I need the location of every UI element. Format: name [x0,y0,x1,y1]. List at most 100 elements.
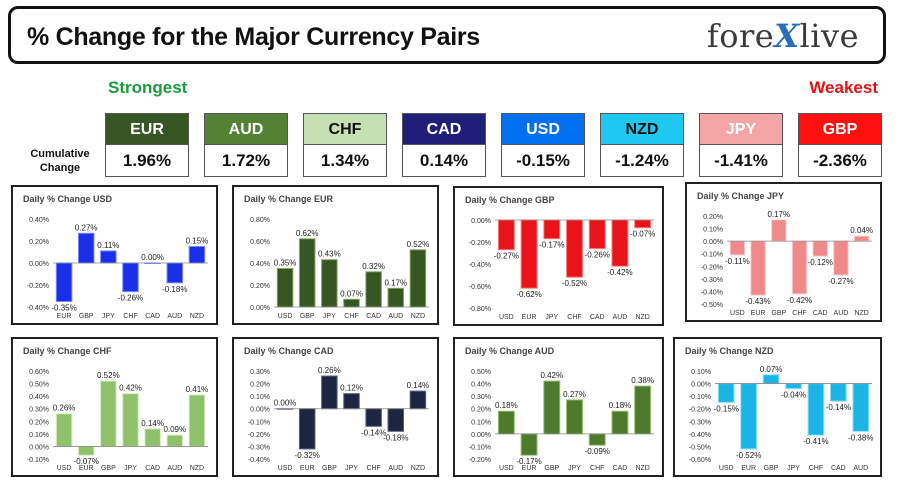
x-category-label: CAD [813,310,828,317]
y-tick-label: 0.30% [471,394,491,401]
strongest-label: Strongest [108,78,188,97]
bar-chart: Daily % Change JPY -0.50% -0.40% -0.30% -0.2… [697,191,873,317]
tile-chf: CHF 1.34% [303,113,387,177]
y-tick-label: -0.20% [701,264,723,271]
y-tick-label: 0.00% [703,239,723,246]
chart-panel-gbp: Daily % Change GBP -0.80% -0.60% -0.40% -0.2… [453,186,664,326]
x-category-label: CAD [831,465,846,472]
bar-eur [55,262,73,302]
data-label: -0.52% [736,451,761,460]
data-label: -0.17% [539,241,564,250]
bar-jpy [785,383,802,390]
bar-chf [791,240,808,295]
weakest-label: Weakest [809,78,878,97]
data-label: 0.15% [186,237,209,246]
x-category-label: AUD [167,465,182,472]
tile-currency: NZD [601,114,683,145]
bar-usd [717,383,735,403]
data-label: 0.12% [340,384,363,393]
data-label: 0.18% [495,401,518,410]
data-label: 0.00% [274,399,297,408]
logo-text-fore: fore [706,17,775,55]
y-tick-label: -0.40% [701,289,723,296]
x-category-label: CHF [590,465,604,472]
data-label: 0.42% [540,371,563,380]
y-tick-label: 0.40% [250,261,270,268]
data-label: -0.07% [74,457,99,466]
x-category-label: JPY [124,465,137,472]
bar-cad [588,219,606,250]
tile-jpy: JPY -1.41% [699,113,783,177]
data-label: 0.38% [631,376,654,385]
x-category-label: AUD [613,314,628,321]
y-tick-label: 0.60% [29,369,49,376]
y-tick-label: 0.00% [250,407,270,414]
logo-text-live: live [799,17,859,55]
y-tick-label: -0.20% [27,283,49,290]
data-label: -0.12% [808,258,833,267]
chart-title: Daily % Change AUD [465,346,555,356]
bar-usd [497,219,515,251]
data-label: 0.17% [384,278,407,287]
y-tick-label: 0.30% [250,369,270,376]
chart-panel-aud: Daily % Change AUD -0.20% -0.10% 0.00% 0.10%… [453,337,664,477]
x-category-label: CHF [123,313,137,320]
tile-cad: CAD 0.14% [402,113,486,177]
y-tick-label: 0.40% [29,217,49,224]
data-label: 0.09% [163,425,186,434]
tile-nzd: NZD -1.24% [600,113,684,177]
logo-x-mark: X [774,17,800,55]
tile-usd: USD -0.15% [501,113,585,177]
y-tick-label: -0.40% [689,432,711,439]
data-label: -0.18% [383,433,408,442]
data-label: 0.07% [340,289,363,298]
bar-nzd [409,249,427,308]
x-category-label: EUR [79,465,94,472]
x-category-label: NZD [635,465,649,472]
bar-eur [750,240,766,296]
header-box: % Change for the Major Currency Pairs fo… [8,6,886,64]
bar-usd [276,268,294,308]
data-label: 0.32% [362,262,385,271]
data-label: -0.43% [745,297,770,306]
bar-jpy [543,219,561,240]
x-category-label: GBP [79,313,94,320]
data-label: 0.41% [186,385,209,394]
data-label: 0.42% [119,384,142,393]
bar-chart: Daily % Change AUD -0.20% -0.10% 0.00% 0.10%… [465,346,654,472]
bar-gbp [771,219,787,242]
x-category-label: GBP [300,313,315,320]
data-label: -0.11% [725,257,750,266]
y-tick-label: 0.20% [29,419,49,426]
x-category-label: NZD [854,310,868,317]
bar-aud [833,240,849,276]
tile-currency: CAD [403,114,485,145]
y-tick-label: 0.20% [250,382,270,389]
tile-gbp: GBP -2.36% [798,113,882,177]
bar-jpy [343,393,360,410]
x-category-label: GBP [771,310,786,317]
y-tick-label: 0.30% [29,407,49,414]
bar-gbp [100,380,117,447]
bar-aud [166,434,184,447]
x-category-label: CAD [590,314,605,321]
x-category-label: JPY [568,465,581,472]
data-label: 0.26% [53,404,76,413]
data-label: 0.26% [318,366,341,375]
tile-aud: AUD 1.72% [204,113,288,177]
data-label: -0.07% [630,230,655,239]
y-tick-label: 0.10% [703,227,723,234]
tile-currency: USD [502,114,584,145]
bar-chart: Daily % Change NZD -0.60% -0.50% -0.40% -0.3… [685,346,873,472]
cumulative-label-line1: Cumulative [30,148,90,160]
bar-aud [852,383,870,432]
chart-title: Daily % Change JPY [697,191,784,201]
tile-currency: JPY [700,114,782,145]
data-label: -0.14% [361,428,386,437]
y-tick-label: -0.20% [469,457,491,464]
bar-jpy [122,393,139,447]
y-tick-label: -0.20% [248,432,270,439]
x-category-label: CHF [366,465,380,472]
bar-aud [611,219,629,267]
x-category-label: CAD [145,465,160,472]
